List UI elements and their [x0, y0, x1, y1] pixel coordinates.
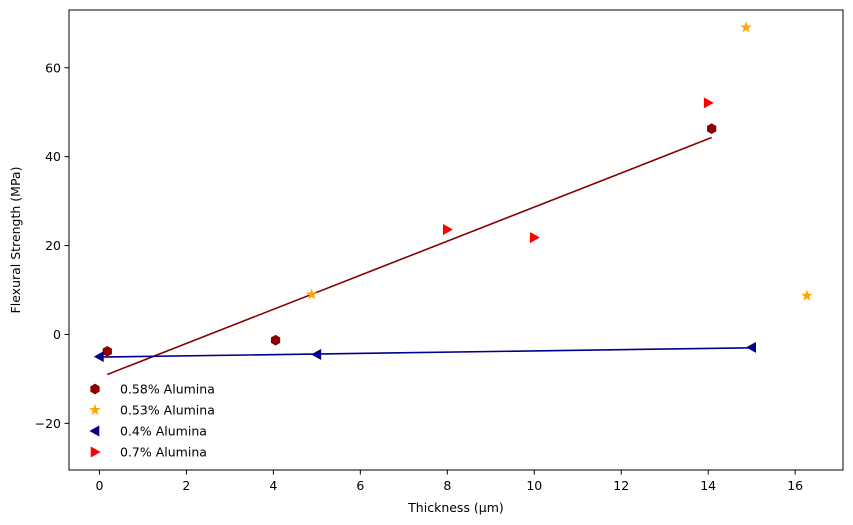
data-point-s3-1	[529, 232, 540, 244]
data-point-s1-0	[305, 288, 318, 300]
y-axis-label: Flexural Strength (MPa)	[8, 167, 23, 314]
data-point-s2-0	[93, 351, 104, 363]
data-points	[93, 21, 813, 363]
plot-area	[69, 10, 843, 470]
legend-label-0: 0.58% Alumina	[120, 382, 215, 397]
x-tick-label-0: 0	[95, 478, 103, 493]
y-tick-label-3: 40	[45, 149, 61, 164]
legend-marker-2	[89, 425, 100, 437]
y-axis-ticks: −20 0 20 40 60	[35, 60, 69, 431]
data-point-s1-2	[801, 289, 813, 301]
data-point-s2-2	[746, 341, 756, 353]
legend-label-3: 0.7% Alumina	[120, 445, 207, 460]
x-axis-ticks: 0 2 4 6 8 10 12 14 16	[95, 470, 803, 493]
y-tick-label-4: 60	[45, 60, 61, 75]
x-tick-label-7: 14	[700, 478, 716, 493]
x-tick-label-8: 16	[787, 478, 803, 493]
data-point-s0-1	[270, 334, 281, 346]
y-tick-label-1: 0	[53, 327, 61, 342]
fit-line-0	[106, 136, 712, 376]
data-point-s3-2	[703, 97, 714, 109]
legend-marker-0	[90, 383, 100, 395]
y-tick-label-0: −20	[35, 416, 61, 431]
legend-label-2: 0.4% Alumina	[120, 424, 207, 439]
legend-marker-1	[89, 403, 101, 415]
data-point-s0-0	[102, 345, 112, 357]
x-tick-label-1: 2	[182, 478, 190, 493]
y-tick-label-2: 20	[45, 238, 61, 253]
fit-lines	[99, 136, 752, 376]
data-point-s1-1	[740, 21, 752, 33]
x-axis-label: Thickness (μm)	[407, 500, 504, 515]
x-tick-label-2: 4	[269, 478, 277, 493]
plot-frame	[68, 9, 844, 471]
x-tick-label-3: 6	[356, 478, 364, 493]
data-point-s0-2	[707, 123, 717, 135]
x-tick-label-5: 10	[526, 478, 542, 493]
x-tick-label-4: 8	[443, 478, 451, 493]
legend: 0.58% Alumina 0.53% Alumina 0.4% Alumina 0.…	[89, 382, 215, 460]
data-point-s3-0	[442, 224, 453, 236]
x-tick-label-6: 12	[613, 478, 629, 493]
fit-line-1	[99, 346, 752, 358]
legend-label-1: 0.53% Alumina	[120, 403, 215, 418]
data-point-s2-1	[311, 348, 322, 360]
legend-marker-3	[90, 446, 101, 458]
